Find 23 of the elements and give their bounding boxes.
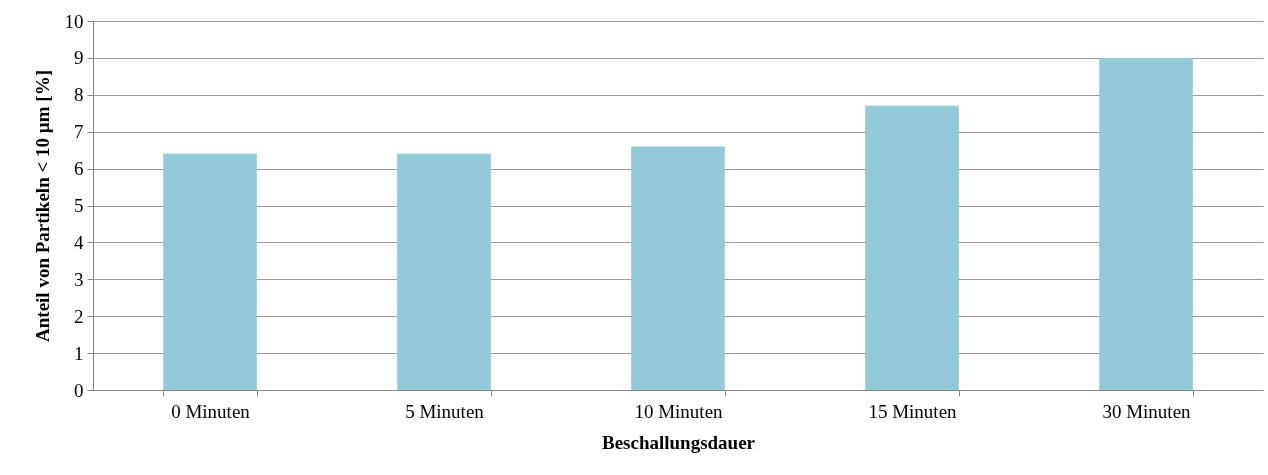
y-tick-label: 5 — [74, 195, 84, 216]
y-tick-label: 1 — [74, 342, 84, 364]
y-tick-label: 7 — [74, 121, 84, 143]
y-tick-label: 4 — [74, 231, 84, 253]
x-axis-title: Beschallungsdauer — [601, 431, 756, 453]
x-tick-label: 5 Minuten — [405, 400, 485, 422]
bar — [1099, 57, 1193, 390]
y-tick-label: 6 — [74, 158, 84, 180]
y-tick-label: 3 — [74, 268, 84, 290]
bar — [631, 146, 725, 390]
y-tick-label: 9 — [74, 47, 84, 69]
bar — [865, 105, 959, 390]
y-tick-label: 0 — [74, 379, 84, 401]
x-tick-label: 30 Minuten — [1102, 400, 1192, 422]
x-tick-label: 0 Minuten — [171, 400, 251, 422]
bar — [397, 153, 491, 390]
bar — [163, 153, 257, 390]
y-tick-label: 2 — [74, 305, 84, 327]
x-tick-label: 10 Minuten — [634, 400, 724, 422]
x-tick-label: 15 Minuten — [868, 400, 958, 422]
y-axis-title: Anteil von Partikeln < 10 µm [%] — [31, 70, 53, 342]
y-tick-label: 8 — [74, 84, 84, 106]
y-tick-label: 10 — [64, 10, 84, 32]
